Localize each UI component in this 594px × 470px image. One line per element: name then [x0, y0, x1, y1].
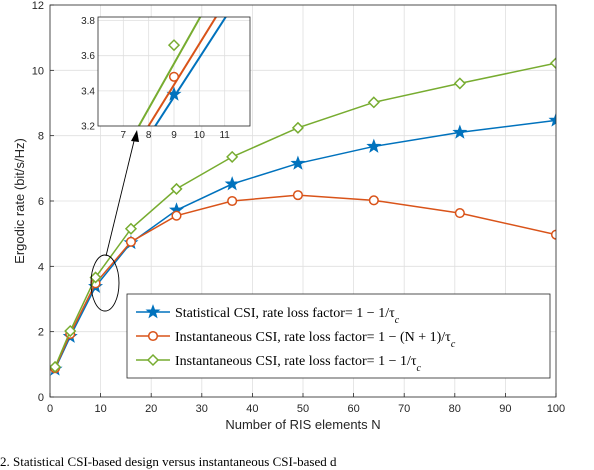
y-tick-label: 12: [32, 0, 44, 12]
inset-x-tick-label: 10: [194, 130, 206, 141]
series-3-point: [50, 360, 62, 374]
zoom-region-ellipse: [90, 254, 120, 312]
series-2-line: [54, 194, 556, 369]
inset-series-3-point: [167, 39, 181, 52]
series-2-point: [292, 190, 303, 201]
series-2-point: [550, 229, 556, 240]
series-3-point: [549, 57, 556, 70]
series-1-point: [366, 138, 382, 153]
x-tick-label: 70: [398, 403, 410, 415]
legend-marker-1: [145, 304, 161, 319]
series-3-point: [226, 150, 239, 163]
inset-x-tick-label: 8: [146, 130, 152, 141]
series-3-point: [64, 324, 77, 338]
x-tick-label: 0: [47, 403, 53, 415]
series-3-point: [89, 271, 102, 284]
x-axis-label: Number of RIS elements N: [225, 417, 380, 432]
series-1-point: [290, 155, 306, 170]
figure-caption: 2. Statistical CSI-based design versus i…: [0, 454, 337, 469]
y-tick-label: 10: [32, 65, 44, 77]
y-axis-label: Ergodic rate (bit/s/Hz): [12, 138, 27, 264]
inset-y-tick-label: 3.2: [81, 122, 95, 133]
zoom-arrow-line: [105, 136, 136, 257]
inset-grid: [98, 17, 250, 127]
series-1-point: [224, 176, 240, 191]
series-3-point: [453, 77, 466, 90]
x-tick-label: 30: [196, 403, 208, 415]
y-tick-label: 8: [38, 131, 44, 143]
inset-ticks: 7 8 9 10 11 3.2 3.4 3.6 3.8: [81, 16, 230, 141]
x-tick-label: 20: [145, 403, 157, 415]
legend-label-1: Statistical CSI, rate loss factor= 1 − 1…: [175, 306, 400, 326]
series-2-point: [368, 195, 379, 206]
series-2-point: [171, 210, 182, 221]
x-tick-label: 80: [449, 403, 461, 415]
legend: Statistical CSI, rate loss factor= 1 − 1…: [126, 293, 551, 379]
y-tick-label: 4: [38, 261, 44, 273]
inset-y-tick-label: 3.4: [81, 86, 95, 97]
inset-series-1-line: [154, 17, 227, 126]
series-3-point: [291, 121, 305, 134]
axis-ticks: 0 10 20 30 40 50 60 70 80 90 100 0 2 4 6 8 10 12: [32, 0, 565, 415]
x-tick-label: 40: [246, 403, 258, 415]
inset-y-tick-label: 3.6: [81, 51, 95, 62]
legend-label-2: Instantaneous CSI, rate loss factor= 1 −…: [175, 330, 456, 350]
zoom-arrow-head: [131, 130, 139, 142]
y-tick-label: 0: [38, 392, 44, 404]
series-3-point: [367, 96, 380, 109]
series-3-point: [170, 182, 183, 195]
x-tick-label: 10: [94, 403, 106, 415]
legend-marker-3: [146, 353, 160, 367]
inset-x-tick-label: 11: [219, 130, 230, 141]
inset-series-2-line: [147, 17, 218, 126]
y-tick-label: 2: [38, 327, 44, 339]
inset-series: [137, 17, 227, 126]
x-tick-label: 50: [297, 403, 309, 415]
legend-box: [126, 293, 551, 379]
inset-frame: [97, 16, 251, 127]
legend-label-3: Instantaneous CSI, rate loss factor= 1 −…: [175, 354, 421, 374]
series-3-point: [124, 222, 138, 235]
inset-series-3-line: [137, 17, 202, 126]
zoom-inset: 7 8 9 10 11 3.2 3.4 3.6 3.8: [81, 16, 251, 141]
series-3: [50, 57, 556, 374]
series-2-point: [454, 208, 465, 219]
series-2-point: [227, 195, 238, 207]
x-tick-label: 100: [547, 403, 565, 415]
series-3-line: [54, 62, 556, 368]
inset-x-tick-label: 7: [121, 130, 127, 141]
series-1-point: [548, 112, 556, 127]
series-layer: [50, 57, 556, 376]
x-tick-label: 90: [499, 403, 511, 415]
legend-marker-2: [147, 330, 159, 342]
inset-series-2-point: [168, 71, 180, 82]
series-2-point: [125, 236, 137, 247]
series-1-line: [54, 119, 556, 370]
series-1-point: [452, 124, 468, 139]
y-tick-label: 6: [38, 196, 44, 208]
inset-x-tick-label: 9: [171, 130, 177, 141]
inset-y-tick-label: 3.8: [81, 16, 95, 27]
x-tick-label: 60: [347, 403, 359, 415]
